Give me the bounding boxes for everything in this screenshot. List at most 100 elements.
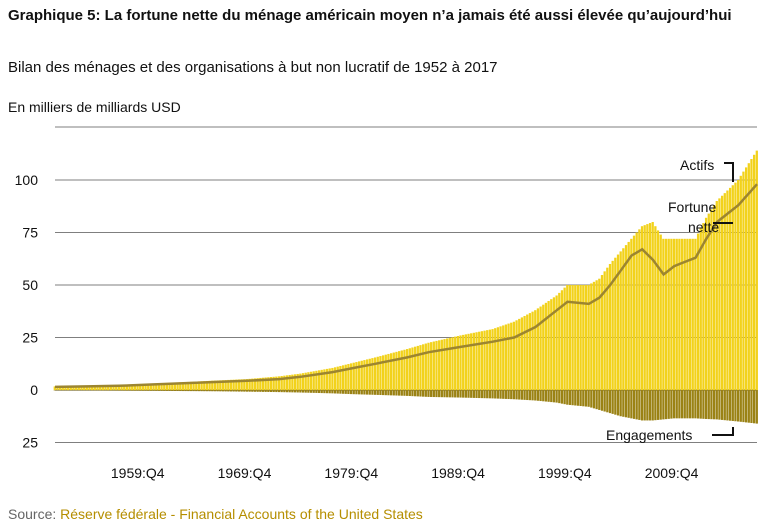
y-tick-label: 0 xyxy=(30,382,38,398)
asset-bar xyxy=(723,193,726,390)
liability-bar xyxy=(720,390,724,420)
liability-bar xyxy=(702,390,705,419)
asset-bar xyxy=(80,385,83,390)
asset-bar xyxy=(504,324,508,390)
liability-bar xyxy=(280,390,283,393)
liability-bar xyxy=(579,390,582,407)
asset-bar xyxy=(104,385,107,390)
liability-bar xyxy=(403,390,406,396)
asset-bar xyxy=(515,320,518,390)
liability-bar xyxy=(646,390,649,421)
asset-bar xyxy=(392,352,395,390)
asset-bar xyxy=(614,257,617,390)
asset-bar xyxy=(293,374,297,390)
liability-bar xyxy=(264,390,267,392)
liability-bar xyxy=(622,390,625,417)
asset-bar xyxy=(571,285,574,390)
asset-bar xyxy=(686,238,689,390)
asset-bar xyxy=(400,350,403,390)
asset-bar xyxy=(373,357,377,390)
liability-bar xyxy=(221,390,225,392)
asset-bar xyxy=(112,385,115,390)
asset-bar xyxy=(406,349,409,390)
asset-bar xyxy=(432,341,435,390)
asset-bar xyxy=(651,222,654,390)
asset-bar xyxy=(715,201,718,390)
asset-bar xyxy=(181,382,185,390)
liability-bar xyxy=(131,390,134,391)
liability-bar xyxy=(384,390,387,396)
liability-bar xyxy=(616,390,620,416)
liability-bar xyxy=(550,390,553,403)
asset-bar xyxy=(720,195,724,390)
asset-bar xyxy=(510,322,513,390)
liability-bar xyxy=(101,390,104,391)
asset-bar xyxy=(123,384,126,390)
source-link[interactable]: Réserve fédérale - Financial Accounts of… xyxy=(60,506,423,522)
asset-bar xyxy=(678,238,681,390)
asset-bar xyxy=(323,369,326,390)
asset-bar xyxy=(475,332,478,390)
liability-bar xyxy=(424,390,427,397)
liability-bar xyxy=(662,390,665,420)
liability-bar xyxy=(571,390,574,406)
asset-bar xyxy=(205,380,209,390)
liability-bar xyxy=(235,390,238,392)
liability-bar xyxy=(267,390,270,392)
liability-bar xyxy=(216,390,219,392)
liability-bar xyxy=(504,390,508,399)
liability-bar xyxy=(301,390,305,393)
asset-bar xyxy=(240,379,243,390)
liability-bar xyxy=(670,390,673,419)
liability-bar xyxy=(288,390,291,393)
asset-bar xyxy=(320,369,323,390)
liability-bar xyxy=(331,390,334,394)
asset-bar xyxy=(253,378,257,390)
liability-bar xyxy=(464,390,467,398)
liability-bar xyxy=(256,390,259,392)
liability-bar xyxy=(245,390,249,392)
liability-bar xyxy=(488,390,492,399)
asset-bar xyxy=(77,385,80,390)
asset-bar xyxy=(352,362,355,390)
annotation-actifs: Actifs xyxy=(680,157,714,173)
asset-bar xyxy=(512,321,516,390)
liability-bar xyxy=(643,390,646,421)
liability-bar xyxy=(219,390,222,392)
asset-bar xyxy=(131,384,134,390)
asset-bar xyxy=(120,384,123,390)
asset-bar xyxy=(560,290,564,390)
asset-bar xyxy=(187,381,190,390)
asset-bar xyxy=(115,385,118,390)
asset-bar xyxy=(752,154,756,390)
asset-bar xyxy=(467,333,470,390)
asset-bar xyxy=(568,285,572,390)
asset-bar xyxy=(85,385,88,390)
asset-bar xyxy=(656,230,660,390)
liability-bar xyxy=(240,390,243,392)
asset-bar xyxy=(440,339,443,390)
asset-bar xyxy=(331,367,334,390)
liability-bar xyxy=(656,390,660,420)
liability-bar xyxy=(603,390,606,412)
asset-bar xyxy=(96,385,99,390)
liability-bar xyxy=(397,390,401,396)
liability-bar xyxy=(123,390,126,391)
asset-bar xyxy=(598,278,601,390)
y-tick-label: 100 xyxy=(15,172,39,188)
liability-bar xyxy=(480,390,484,399)
liability-bar xyxy=(718,390,721,420)
asset-bar xyxy=(496,327,500,390)
asset-bar xyxy=(64,386,67,390)
liability-bar xyxy=(291,390,294,393)
asset-bar xyxy=(336,366,339,390)
liability-bar xyxy=(179,390,182,392)
liability-bar xyxy=(630,390,633,419)
liability-bar xyxy=(400,390,403,396)
liability-bar xyxy=(157,390,161,391)
asset-bar xyxy=(285,375,289,390)
asset-bar xyxy=(755,150,758,390)
asset-bar xyxy=(147,383,150,390)
liability-bar xyxy=(277,390,281,393)
asset-bar xyxy=(261,377,265,390)
